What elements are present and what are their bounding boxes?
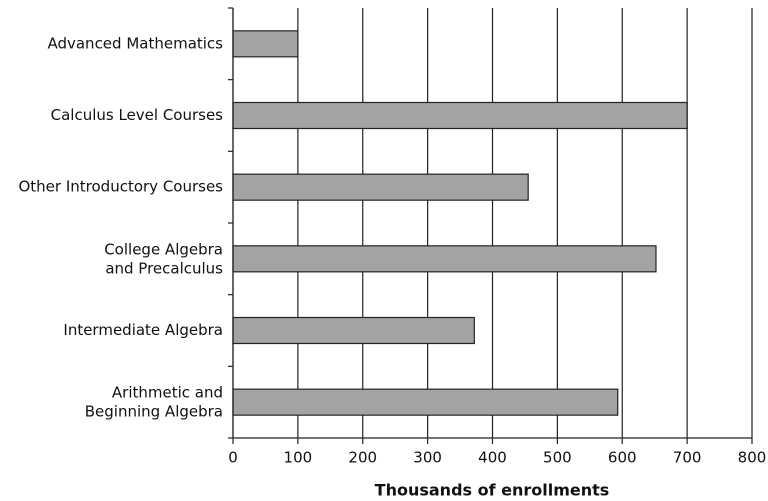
bar (232, 316, 475, 345)
y-tick-label: Advanced Mathematics (47, 34, 223, 52)
y-tick-label: Intermediate Algebra (63, 321, 223, 339)
x-tick-label: 800 (738, 449, 767, 467)
x-tick-label: 100 (284, 449, 313, 467)
bar (232, 245, 657, 273)
bar (232, 101, 688, 130)
x-tick-label: 600 (608, 449, 637, 467)
y-tick-label: Other Introductory Courses (18, 178, 223, 196)
x-tick-label: 200 (348, 449, 377, 467)
x-tick-label: 0 (228, 449, 238, 467)
bar (232, 30, 299, 58)
y-tick-label: College Algebra and Precalculus (104, 240, 223, 277)
x-tick-label: 300 (413, 449, 442, 467)
y-tick-label: Arithmetic and Beginning Algebra (85, 383, 223, 420)
x-tick-label: 400 (478, 449, 507, 467)
x-tick-label: 700 (673, 449, 702, 467)
x-axis-label: Thousands of enrollments (375, 481, 610, 500)
bar (232, 173, 529, 201)
y-tick-label: Calculus Level Courses (51, 106, 224, 124)
bar (232, 388, 619, 416)
x-tick-label: 500 (543, 449, 572, 467)
